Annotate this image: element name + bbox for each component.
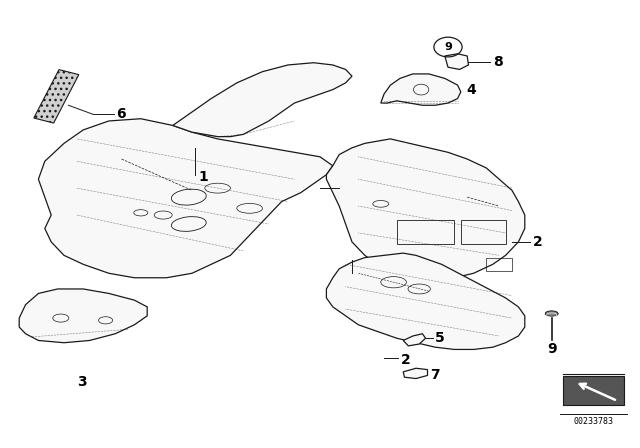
Polygon shape [34,69,79,123]
Polygon shape [326,139,525,280]
Text: 4: 4 [466,82,476,97]
Text: 9: 9 [547,342,557,357]
Text: 2: 2 [401,353,410,367]
Polygon shape [19,289,147,343]
Text: 7: 7 [430,368,440,383]
Polygon shape [445,54,468,69]
Polygon shape [38,119,333,278]
Text: 00233783: 00233783 [574,417,614,426]
Polygon shape [173,63,352,137]
Text: 5: 5 [435,331,445,345]
Ellipse shape [545,311,558,316]
Polygon shape [326,253,525,349]
Text: 8: 8 [493,55,502,69]
Bar [486,258,512,271]
Polygon shape [381,74,461,105]
Polygon shape [403,368,428,379]
Text: 6: 6 [116,107,126,121]
Bar [461,220,506,244]
Text: 1: 1 [198,170,208,184]
Text: 9: 9 [444,42,452,52]
Polygon shape [403,334,426,346]
Text: 3: 3 [77,375,87,389]
Bar [563,376,624,405]
Bar [397,220,454,244]
Text: 2: 2 [533,235,543,249]
